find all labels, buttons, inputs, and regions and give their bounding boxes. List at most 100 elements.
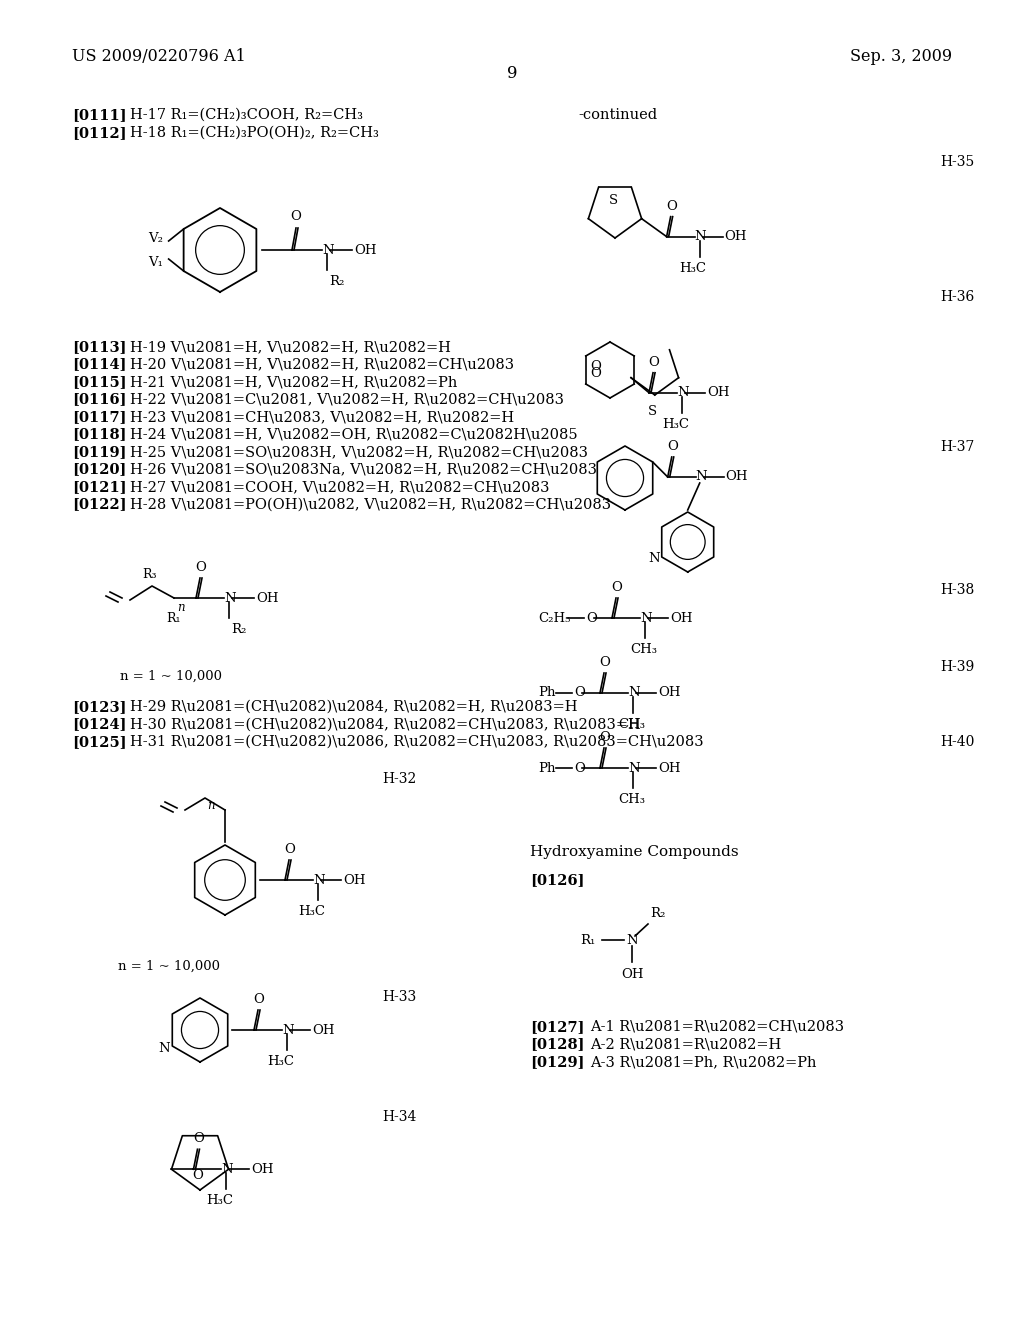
- Text: O: O: [285, 843, 296, 855]
- Text: O: O: [196, 561, 207, 574]
- Text: O: O: [600, 731, 610, 744]
- Text: OH: OH: [725, 230, 748, 243]
- Text: N: N: [224, 591, 236, 605]
- Text: H-32: H-32: [382, 772, 416, 785]
- Text: N: N: [322, 243, 334, 256]
- Text: CH₃: CH₃: [618, 793, 645, 807]
- Text: N: N: [640, 611, 651, 624]
- Text: [0119]: [0119]: [72, 445, 127, 459]
- Text: O: O: [648, 355, 659, 368]
- Text: H-24 V\u2081=H, V\u2082=OH, R\u2082=C\u2082H\u2085: H-24 V\u2081=H, V\u2082=OH, R\u2082=C\u2…: [130, 428, 578, 441]
- Text: [0127]: [0127]: [530, 1020, 585, 1034]
- Text: O: O: [574, 762, 585, 775]
- Text: OH: OH: [312, 1023, 335, 1036]
- Text: [0118]: [0118]: [72, 428, 127, 441]
- Text: -continued: -continued: [578, 108, 657, 121]
- Text: CH₃: CH₃: [630, 643, 657, 656]
- Text: N: N: [626, 933, 638, 946]
- Text: [0117]: [0117]: [72, 411, 127, 424]
- Text: [0115]: [0115]: [72, 375, 127, 389]
- Text: n: n: [207, 799, 215, 812]
- Text: H-39: H-39: [940, 660, 974, 675]
- Text: O: O: [667, 199, 677, 213]
- Text: N: N: [159, 1041, 170, 1055]
- Text: [0126]: [0126]: [530, 873, 585, 887]
- Text: H-34: H-34: [382, 1110, 417, 1125]
- Text: OH: OH: [670, 611, 692, 624]
- Text: V₁: V₁: [148, 256, 163, 268]
- Text: H-25 V\u2081=SO\u2083H, V\u2082=H, R\u2082=CH\u2083: H-25 V\u2081=SO\u2083H, V\u2082=H, R\u20…: [130, 445, 588, 459]
- Text: S: S: [648, 405, 657, 418]
- Text: H-21 V\u2081=H, V\u2082=H, R\u2082=Ph: H-21 V\u2081=H, V\u2082=H, R\u2082=Ph: [130, 375, 458, 389]
- Text: Sep. 3, 2009: Sep. 3, 2009: [850, 48, 952, 65]
- Text: H-19 V\u2081=H, V\u2082=H, R\u2082=H: H-19 V\u2081=H, V\u2082=H, R\u2082=H: [130, 341, 451, 354]
- Text: O: O: [574, 686, 585, 700]
- Text: A-3 R\u2081=Ph, R\u2082=Ph: A-3 R\u2081=Ph, R\u2082=Ph: [590, 1055, 816, 1069]
- Text: A-2 R\u2081=R\u2082=H: A-2 R\u2081=R\u2082=H: [590, 1038, 781, 1052]
- Text: 9: 9: [507, 65, 517, 82]
- Text: OH: OH: [343, 874, 366, 887]
- Text: [0121]: [0121]: [72, 480, 127, 494]
- Text: [0116]: [0116]: [72, 392, 127, 407]
- Text: O: O: [193, 1170, 204, 1181]
- Text: N: N: [694, 230, 707, 243]
- Text: A-1 R\u2081=R\u2082=CH\u2083: A-1 R\u2081=R\u2082=CH\u2083: [590, 1020, 844, 1034]
- Text: N: N: [677, 387, 689, 399]
- Text: n: n: [177, 601, 184, 614]
- Text: N: N: [695, 470, 708, 483]
- Text: R₁: R₁: [166, 612, 180, 624]
- Text: CH₃: CH₃: [618, 718, 645, 731]
- Text: H-29 R\u2081=(CH\u2082)\u2084, R\u2082=H, R\u2083=H: H-29 R\u2081=(CH\u2082)\u2084, R\u2082=H…: [130, 700, 578, 714]
- Text: US 2009/0220796 A1: US 2009/0220796 A1: [72, 48, 246, 65]
- Text: H-31 R\u2081=(CH\u2082)\u2086, R\u2082=CH\u2083, R\u2083=CH\u2083: H-31 R\u2081=(CH\u2082)\u2086, R\u2082=C…: [130, 735, 703, 748]
- Text: O: O: [291, 210, 301, 223]
- Text: OH: OH: [621, 968, 643, 981]
- Text: [0111]: [0111]: [72, 108, 127, 121]
- Text: H-37: H-37: [940, 440, 975, 454]
- Text: O: O: [194, 1133, 204, 1146]
- Text: O: O: [611, 581, 623, 594]
- Text: H-17 R₁=(CH₂)₃COOH, R₂=CH₃: H-17 R₁=(CH₂)₃COOH, R₂=CH₃: [130, 108, 362, 121]
- Text: O: O: [590, 367, 601, 380]
- Text: Ph: Ph: [538, 762, 555, 775]
- Text: [0123]: [0123]: [72, 700, 127, 714]
- Text: [0112]: [0112]: [72, 125, 127, 140]
- Text: H-38: H-38: [940, 583, 974, 597]
- Text: N: N: [221, 1163, 233, 1176]
- Text: n = 1 ~ 10,000: n = 1 ~ 10,000: [118, 960, 220, 973]
- Text: H-20 V\u2081=H, V\u2082=H, R\u2082=CH\u2083: H-20 V\u2081=H, V\u2082=H, R\u2082=CH\u2…: [130, 358, 514, 371]
- Text: O: O: [590, 360, 601, 374]
- Text: H-27 V\u2081=COOH, V\u2082=H, R\u2082=CH\u2083: H-27 V\u2081=COOH, V\u2082=H, R\u2082=CH…: [130, 480, 550, 494]
- Text: Hydroxyamine Compounds: Hydroxyamine Compounds: [530, 845, 738, 859]
- Text: OH: OH: [354, 243, 377, 256]
- Text: H₃C: H₃C: [680, 261, 707, 275]
- Text: N: N: [282, 1023, 294, 1036]
- Text: N: N: [313, 874, 325, 887]
- Text: [0114]: [0114]: [72, 358, 127, 371]
- Text: OH: OH: [256, 591, 279, 605]
- Text: R₂: R₂: [650, 907, 666, 920]
- Text: H₃C: H₃C: [207, 1195, 233, 1208]
- Text: O: O: [668, 440, 678, 453]
- Text: H-33: H-33: [382, 990, 416, 1005]
- Text: [0122]: [0122]: [72, 498, 127, 511]
- Text: O: O: [600, 656, 610, 669]
- Text: H-40: H-40: [940, 735, 975, 748]
- Text: H-22 V\u2081=C\u2081, V\u2082=H, R\u2082=CH\u2083: H-22 V\u2081=C\u2081, V\u2082=H, R\u2082…: [130, 392, 564, 407]
- Text: [0120]: [0120]: [72, 462, 126, 477]
- Text: [0124]: [0124]: [72, 718, 127, 731]
- Text: H₃C: H₃C: [298, 906, 325, 917]
- Text: OH: OH: [707, 387, 729, 399]
- Text: H₃C: H₃C: [267, 1055, 294, 1068]
- Text: H-30 R\u2081=(CH\u2082)\u2084, R\u2082=CH\u2083, R\u2083=H: H-30 R\u2081=(CH\u2082)\u2084, R\u2082=C…: [130, 718, 641, 731]
- Text: R₂: R₂: [231, 623, 247, 636]
- Text: H-18 R₁=(CH₂)₃PO(OH)₂, R₂=CH₃: H-18 R₁=(CH₂)₃PO(OH)₂, R₂=CH₃: [130, 125, 379, 140]
- Text: N: N: [628, 762, 640, 775]
- Text: OH: OH: [658, 686, 681, 700]
- Text: N: N: [648, 553, 659, 565]
- Text: R₂: R₂: [329, 275, 344, 288]
- Text: H₃C: H₃C: [663, 417, 689, 430]
- Text: S: S: [608, 194, 617, 207]
- Text: Ph: Ph: [538, 686, 555, 700]
- Text: V₂: V₂: [148, 232, 163, 246]
